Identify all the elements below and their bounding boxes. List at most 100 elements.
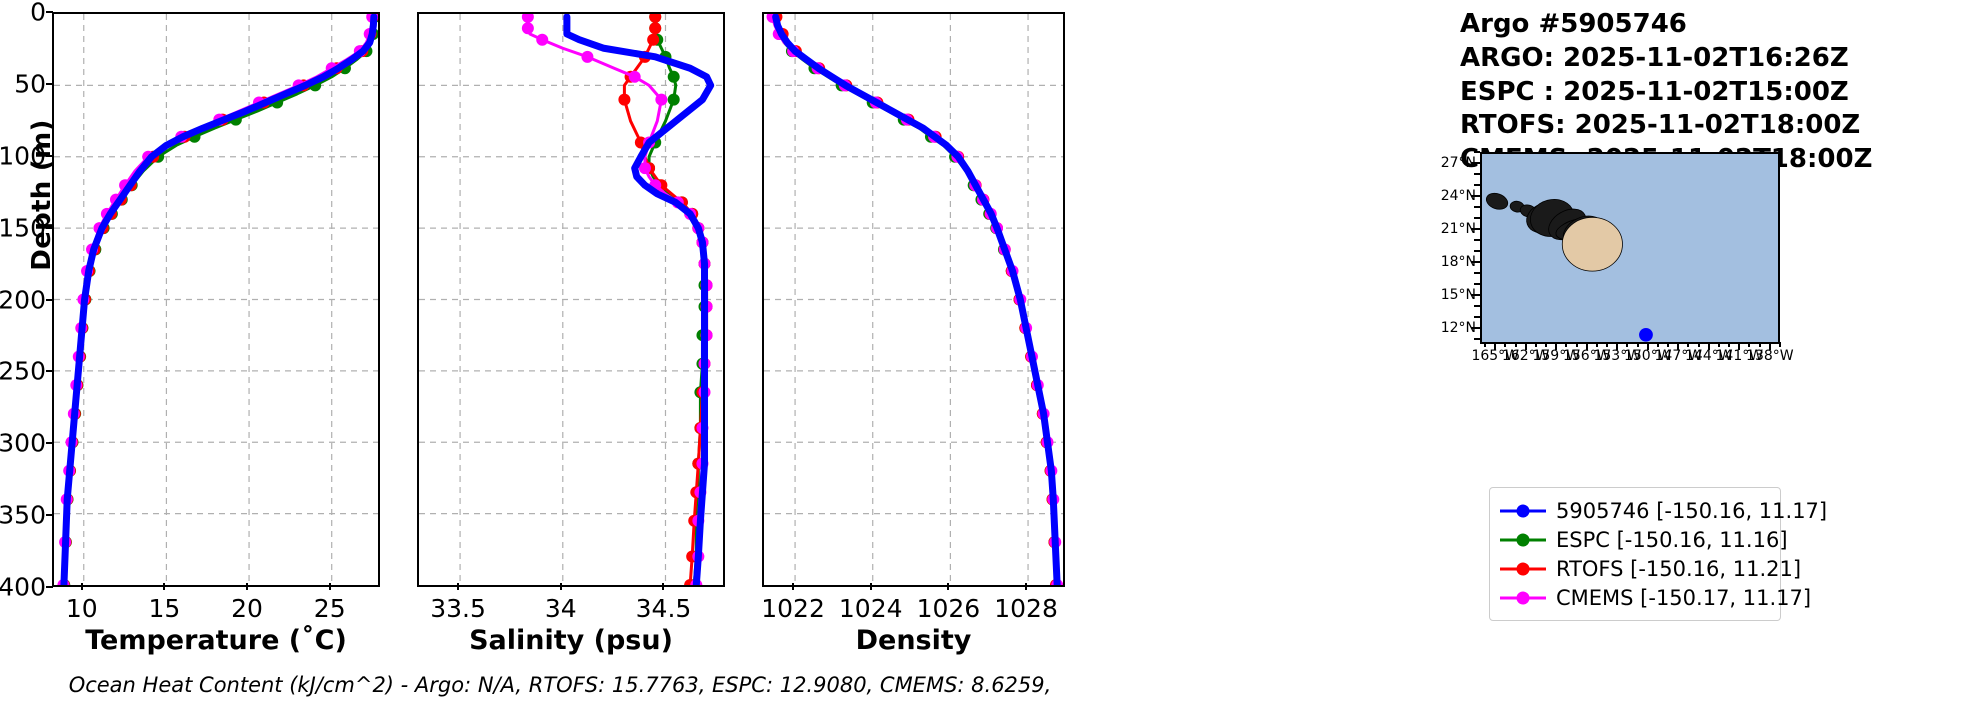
x-tick-mark (869, 583, 872, 590)
header-line-0: Argo #5905746 (1460, 9, 1687, 39)
depth-tick-mark (46, 586, 53, 588)
map-lat-label: 18°N (1440, 253, 1476, 270)
legend-item-rtofs[interactable]: RTOFS [-150.16, 11.21] (1500, 554, 1801, 583)
map-lon-minor-tick (1728, 342, 1731, 347)
depth-tick-label: 0 (30, 0, 46, 27)
map-lon-minor-tick (1484, 342, 1487, 347)
temperature-axis-label: Temperature (˚C) (85, 625, 347, 656)
map-lon-minor-tick (1717, 342, 1720, 347)
x-tick-label: 1024 (838, 594, 903, 623)
x-tick-label: 1022 (761, 594, 825, 623)
map-lon-minor-tick (1697, 342, 1700, 347)
argo-float-marker (1639, 327, 1653, 342)
series-line-cmems (61, 15, 374, 585)
map-lon-tick (1555, 342, 1558, 350)
map-lon-minor-tick (1595, 342, 1598, 347)
x-tick-label: 10 (65, 594, 98, 623)
map-lon-minor-tick (1748, 342, 1751, 347)
x-tick-mark (792, 583, 795, 590)
map-lon-label: 141°W (1715, 348, 1764, 364)
depth-tick-mark (46, 442, 53, 445)
map-lat-tick (1471, 293, 1480, 296)
map-svg (1485, 192, 1653, 342)
x-tick-label: 34 (544, 594, 577, 623)
map-lat-tick (1471, 161, 1480, 164)
x-tick-mark (662, 583, 665, 590)
map-lat-label: 15°N (1440, 286, 1476, 303)
series-marker (581, 50, 594, 63)
legend-label: ESPC [-150.16, 11.16] (1556, 527, 1788, 552)
series-marker (667, 70, 680, 83)
map-lon-tick (1707, 342, 1710, 350)
map-lat-minor-tick (1474, 205, 1480, 208)
x-tick-label: 25 (313, 594, 346, 623)
header-line-2: ESPC : 2025-11-02T15:00Z (1460, 76, 1849, 107)
map-lat-label: 24°N (1440, 187, 1476, 204)
map-lon-label: 156°W (1562, 348, 1611, 364)
x-tick-mark (559, 583, 562, 590)
legend-label: CMEMS [-150.17, 11.17] (1556, 585, 1812, 610)
map-lon-label: 153°W (1593, 348, 1642, 364)
depth-tick-mark (46, 370, 53, 373)
legend-dot-icon (1516, 504, 1530, 517)
series-legend: 5905746 [-150.16, 11.17] ESPC [-150.16, 1… (1489, 487, 1827, 621)
series-line-cmems (526, 15, 709, 585)
x-tick-mark (246, 583, 249, 590)
series-marker (618, 93, 631, 106)
map-lat-tick (1471, 260, 1480, 263)
map-lat-tick (1471, 194, 1480, 197)
panel-temp-canvas (54, 14, 378, 585)
map-lat-tick (1471, 227, 1480, 230)
map-lon-minor-tick (1606, 342, 1609, 347)
series-line-5905746 (772, 14, 1061, 585)
series-marker (536, 33, 549, 46)
x-tick-mark (457, 583, 460, 590)
map-lat-tick (1471, 326, 1480, 329)
header-line-3: RTOFS: 2025-11-02T18:00Z (1460, 110, 1861, 141)
density-axis-label: Density (855, 625, 972, 656)
salinity-plot-panel (417, 12, 725, 587)
map-lat-minor-tick (1474, 249, 1480, 252)
series-line-5905746 (563, 14, 715, 585)
legend-swatch-espc (1500, 533, 1546, 547)
density-plot-panel (762, 12, 1065, 587)
legend-swatch-cmems (1500, 591, 1546, 605)
depth-tick-label: 150 (0, 213, 46, 243)
x-tick-mark (328, 583, 331, 590)
legend-item-argo[interactable]: 5905746 [-150.16, 11.17] (1500, 496, 1827, 525)
ocean-heat-content-caption: Ocean Heat Content (kJ/cm^2) - Argo: N/A… (68, 673, 1052, 697)
x-tick-label: 1026 (916, 594, 981, 623)
x-tick-label: 34.5 (635, 594, 692, 623)
map-lon-tick (1768, 342, 1771, 350)
map-lon-minor-tick (1575, 342, 1578, 347)
legend-item-espc[interactable]: ESPC [-150.16, 11.16] (1500, 525, 1788, 554)
salinity-x-ticks: 33.5 34 34.5 (417, 583, 725, 626)
legend-label: 5905746 [-150.16, 11.17] (1556, 498, 1828, 523)
depth-tick-label: 350 (0, 500, 46, 530)
depth-tick-label: 200 (0, 285, 46, 314)
map-lon-minor-tick (1636, 342, 1639, 347)
map-lon-tick (1494, 342, 1497, 350)
map-lat-minor-tick (1474, 172, 1480, 175)
x-tick-mark (1025, 583, 1028, 590)
map-lat-minor-tick (1474, 151, 1480, 153)
x-tick-mark (163, 583, 166, 590)
map-lat-minor-tick (1474, 216, 1480, 219)
x-tick-label: 15 (148, 594, 181, 623)
series-marker (649, 22, 662, 35)
map-island (1561, 216, 1623, 272)
series-line-espc (62, 15, 377, 585)
legend-item-cmems[interactable]: CMEMS [-150.17, 11.17] (1500, 583, 1811, 612)
map-lon-minor-tick (1565, 342, 1568, 347)
depth-tick-mark (46, 514, 53, 517)
map-lat-minor-tick (1474, 238, 1480, 241)
map-lon-minor-tick (1758, 342, 1761, 347)
x-tick-label: 33.5 (430, 594, 486, 623)
panel-sal-canvas (419, 14, 723, 585)
map-lon-minor-tick (1687, 342, 1690, 347)
map-lon-label: 150°W (1623, 348, 1672, 364)
map-lat-label: 12°N (1440, 319, 1476, 336)
map-island (1485, 192, 1509, 210)
series-line-5905746 (60, 14, 378, 585)
